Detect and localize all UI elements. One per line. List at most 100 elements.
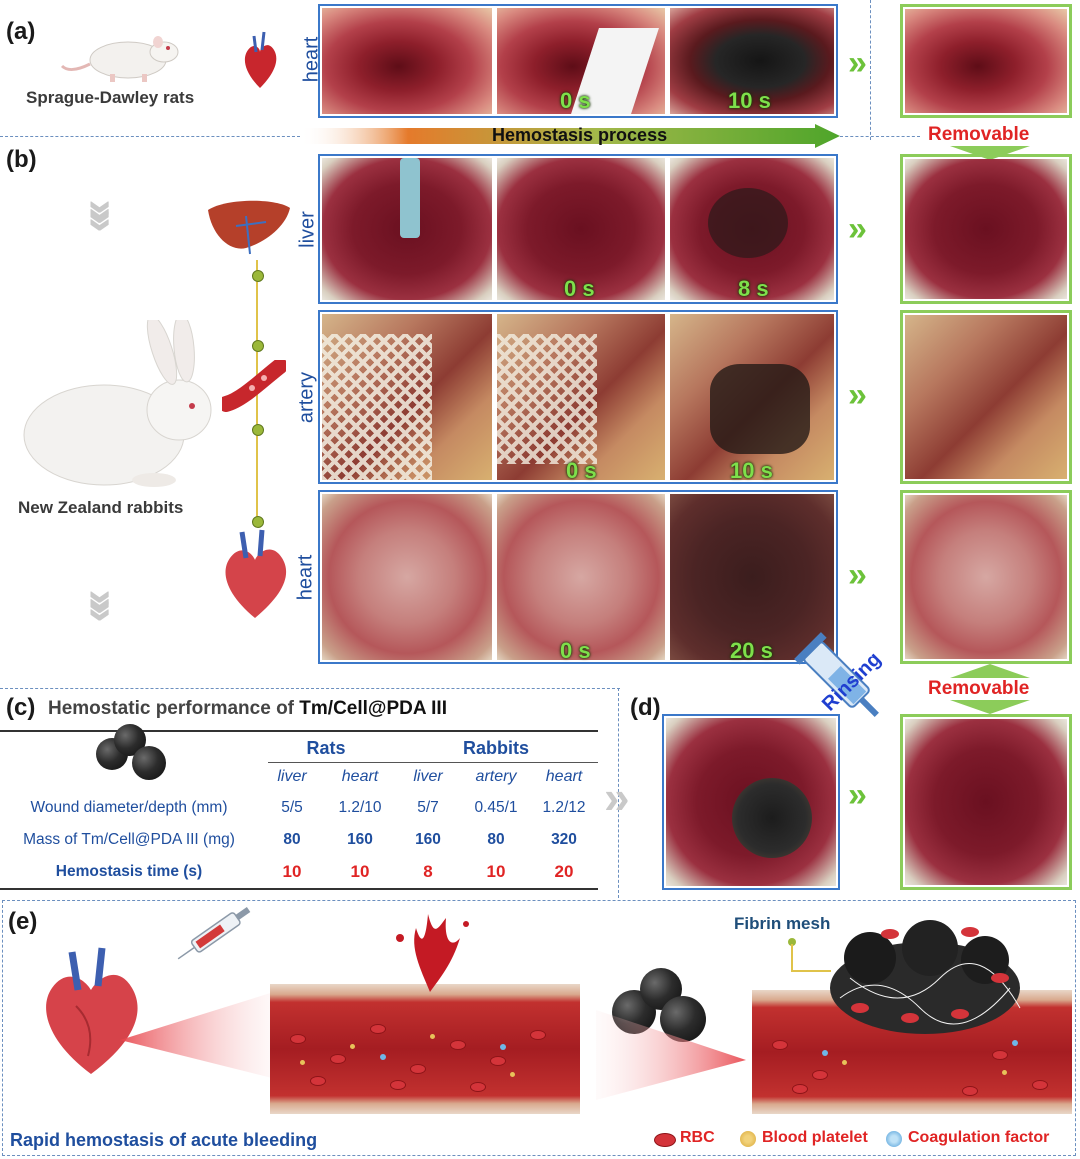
photo-artery-2 — [497, 314, 665, 480]
photo-liver-removed — [905, 159, 1067, 299]
table-cell: 1.2/10 — [338, 799, 382, 816]
table-cell: 1.2/12 — [542, 799, 586, 816]
photo-heart-2 — [497, 494, 665, 660]
panel-label-a: (a) — [6, 18, 36, 45]
panel-e-frame — [2, 900, 1076, 1156]
time-label: 10 s — [728, 88, 771, 113]
rabbits-caption: New Zealand rabbits — [18, 498, 184, 517]
panel-label-c: (c) — [6, 694, 36, 721]
callout-dot — [788, 938, 796, 946]
time-label: 10 s — [730, 458, 773, 483]
divider — [840, 136, 920, 137]
rabbit-illustration — [14, 313, 224, 490]
fibrin-mesh-label: Fibrin mesh — [734, 914, 831, 933]
hemostasis-process-arrow — [300, 124, 840, 148]
down-arrow — [950, 700, 1030, 714]
connector-dot — [252, 516, 264, 528]
connector-dot — [252, 340, 264, 352]
organ-label-a-heart: heart — [300, 36, 323, 83]
panel-label-b: (b) — [6, 146, 37, 173]
table-cell: 10 — [350, 862, 370, 881]
legend-coag: Coagulation factor — [908, 1129, 1050, 1146]
coagulation-factor-icon — [886, 1131, 902, 1147]
spotlight-beam — [120, 990, 280, 1080]
removable-label: Removable — [928, 124, 1030, 145]
table-cell: 20 — [554, 862, 574, 881]
divider — [870, 0, 871, 140]
table-cell: 80 — [487, 831, 505, 848]
table-row: Hemostasis time (s) 10 10 8 10 20 — [0, 856, 598, 888]
time-label: 8 s — [738, 276, 769, 301]
table-cell: 320 — [551, 831, 577, 848]
table-cell: 5/5 — [281, 799, 303, 816]
blood-splash — [380, 908, 480, 992]
particle-icon — [132, 746, 166, 780]
row-frame-a — [318, 4, 838, 118]
row-frame-heart — [318, 490, 838, 664]
connector-dot — [252, 270, 264, 282]
chevron-right-icon: » — [848, 210, 867, 248]
chevron-right-icon: » — [848, 44, 867, 82]
photo-heart-1 — [322, 494, 492, 660]
photo-d-removed — [905, 719, 1067, 885]
table-cell: 5/7 — [417, 799, 439, 816]
heart-icon — [218, 528, 292, 620]
divider — [0, 136, 300, 137]
column-header: liver — [277, 768, 307, 785]
removed-frame-heart — [900, 490, 1072, 664]
legend-rbc: RBC — [680, 1129, 715, 1146]
chevron-right-icon: » — [848, 376, 867, 414]
column-header: heart — [341, 768, 379, 785]
photo-heart-removed — [905, 495, 1067, 659]
divider — [618, 688, 619, 898]
platelet-icon — [740, 1131, 756, 1147]
row-frame-liver — [318, 154, 838, 304]
divider — [0, 688, 620, 689]
spotlight-beam — [596, 1010, 746, 1100]
table-rule-bottom — [0, 888, 598, 890]
removed-frame-d — [900, 714, 1072, 890]
heart-icon — [240, 30, 280, 90]
removed-frame-a — [900, 4, 1072, 118]
photo-a-3 — [670, 8, 834, 114]
table-cell: 0.45/1 — [474, 799, 518, 816]
rat-illustration — [60, 28, 180, 83]
table-cell: 8 — [423, 862, 433, 881]
table-row: Wound diameter/depth (mm) 5/5 1.2/10 5/7… — [0, 792, 598, 824]
table-title-material: Tm/Cell@PDA III — [299, 698, 447, 719]
table-cell: 160 — [415, 831, 441, 848]
group-header-rats: Rats — [306, 737, 346, 758]
table-title-prefix: Hemostatic performance of — [48, 698, 300, 719]
chevron-down-icon: »» — [77, 589, 130, 605]
time-label: 0 s — [566, 458, 597, 483]
callout-line — [791, 944, 793, 972]
heart-illustration — [36, 946, 146, 1076]
chevron-down-icon: »» — [77, 199, 130, 215]
table-cell: 10 — [282, 862, 302, 881]
table-cell: 160 — [347, 831, 373, 848]
syringe-icon — [790, 628, 900, 738]
column-header: artery — [475, 768, 517, 785]
artery-icon — [218, 358, 288, 412]
column-header: heart — [545, 768, 583, 785]
legend-platelet: Blood platelet — [762, 1129, 868, 1146]
down-arrow — [950, 146, 1030, 160]
row-label: Wound diameter/depth (mm) — [30, 799, 228, 816]
time-label: 0 s — [560, 638, 591, 663]
table-row: Mass of Tm/Cell@PDA III (mg) 80 160 160 … — [0, 824, 598, 856]
group-header-rabbits: Rabbits — [462, 737, 529, 758]
photo-a-1 — [322, 8, 492, 114]
chevron-right-icon: » — [604, 771, 629, 823]
time-label: 20 s — [730, 638, 773, 663]
removed-frame-artery — [900, 310, 1072, 484]
table-title: Hemostatic performance of Tm/Cell@PDA II… — [48, 698, 447, 720]
time-label: 0 s — [564, 276, 595, 301]
connector-dot — [252, 424, 264, 436]
photo-liver-1 — [322, 158, 492, 300]
hemostasis-process-label: Hemostasis process — [492, 125, 668, 145]
photo-artery-removed — [905, 315, 1067, 479]
rats-caption: Sprague-Dawley rats — [26, 88, 195, 107]
up-arrow — [950, 664, 1030, 678]
table-cell: 80 — [283, 831, 301, 848]
clot-cluster — [820, 918, 1030, 1038]
